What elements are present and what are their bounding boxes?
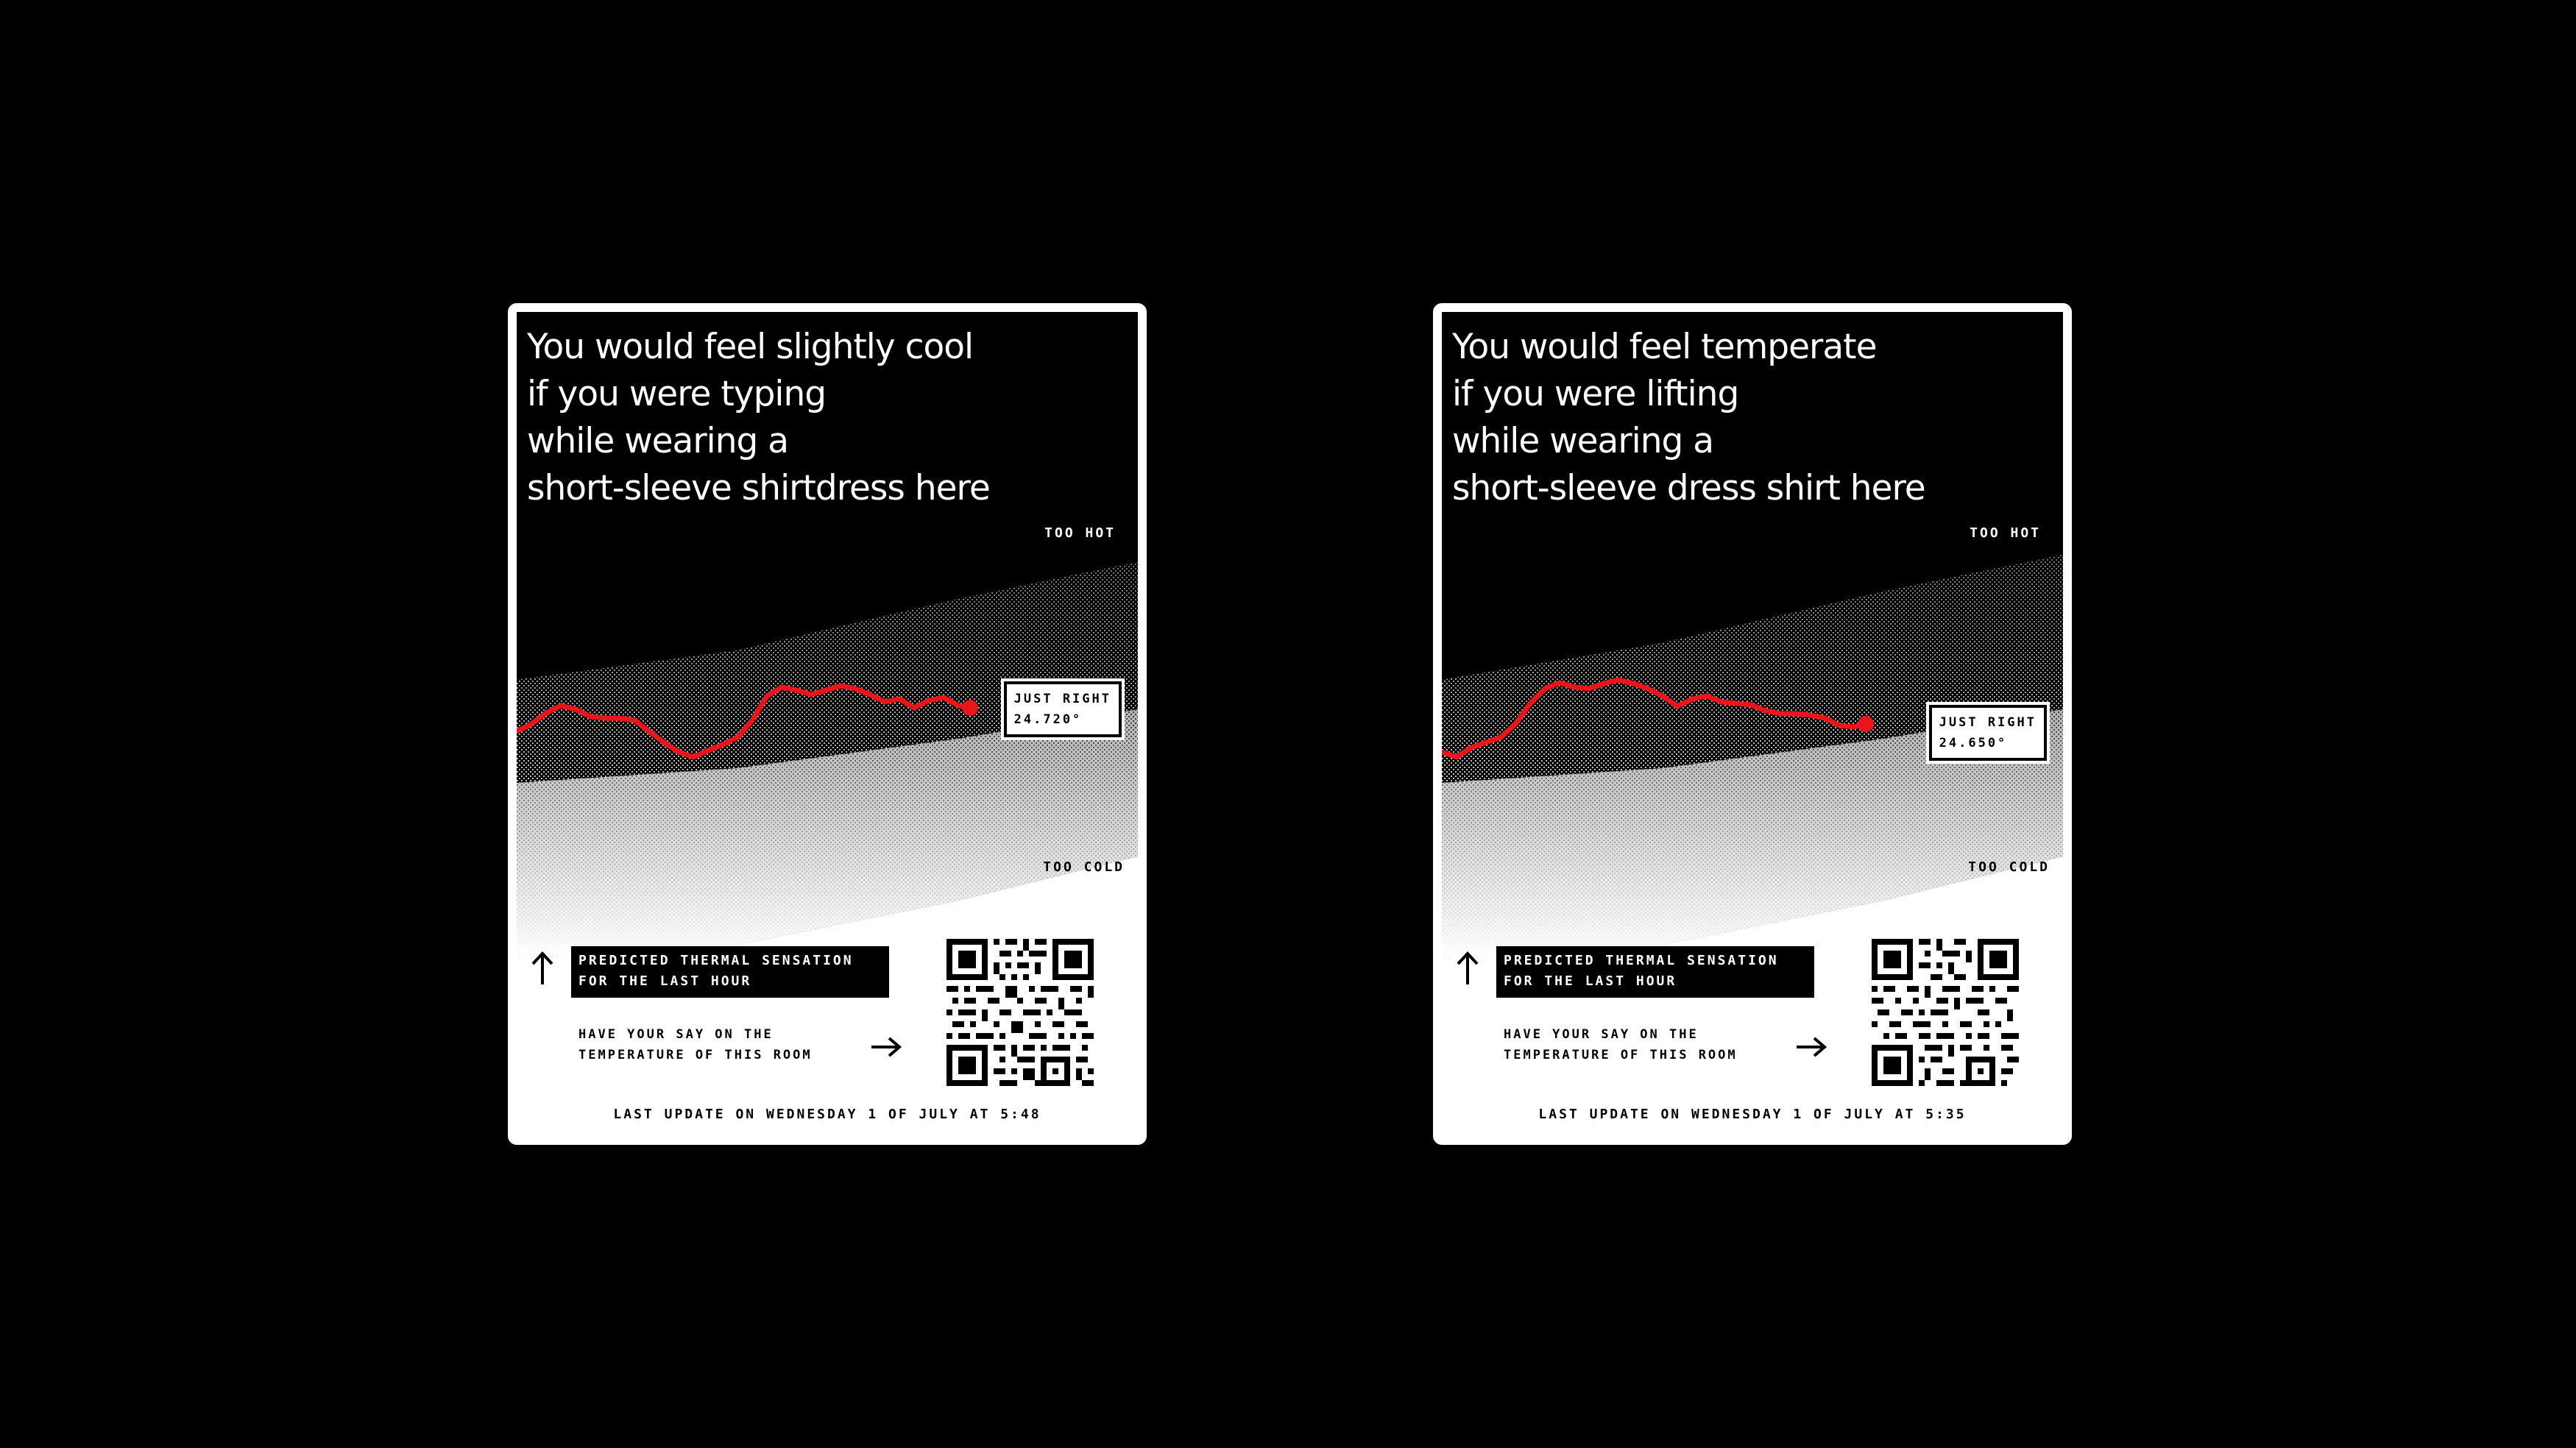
predicted-sensation-caption: PREDICTED THERMAL SENSATION FOR THE LAST… xyxy=(571,946,889,998)
arrow-up-icon xyxy=(1457,951,1479,984)
badge-label: JUST RIGHT xyxy=(1013,692,1111,706)
headline: You would feel slightly cool if you were… xyxy=(527,327,991,508)
thermal-sensation-chart xyxy=(517,312,1138,959)
badge-value: 24.720° xyxy=(1013,712,1083,727)
thermal-trend-line xyxy=(517,683,970,760)
last-update-footer: LAST UPDATE ON WEDNESDAY 1 OF JULY AT 5:… xyxy=(613,1107,1041,1122)
thermal-sensation-chart xyxy=(1442,312,2063,959)
last-update-footer: LAST UPDATE ON WEDNESDAY 1 OF JULY AT 5:… xyxy=(1538,1107,1967,1122)
headline: You would feel temperate if you were lif… xyxy=(1452,327,1926,508)
too-cold-label: TOO COLD xyxy=(1968,859,2050,875)
thermal-trend-line xyxy=(1442,677,1866,760)
current-reading-dot xyxy=(962,700,978,716)
too-cold-label: TOO COLD xyxy=(1043,859,1125,875)
thermal-display-right: You would feel temperate if you were lif… xyxy=(1433,303,2072,1145)
qr-code-icon[interactable] xyxy=(946,939,1094,1086)
current-reading-badge: JUST RIGHT 24.650° xyxy=(1928,705,2047,761)
arrow-right-icon xyxy=(871,1037,902,1057)
too-hot-label: TOO HOT xyxy=(1970,525,2041,541)
have-your-say-prompt: HAVE YOUR SAY ON THE TEMPERATURE OF THIS… xyxy=(578,1027,813,1062)
predicted-sensation-caption: PREDICTED THERMAL SENSATION FOR THE LAST… xyxy=(1496,946,1814,998)
too-hot-label: TOO HOT xyxy=(1044,525,1116,541)
current-reading-dot xyxy=(1858,716,1874,732)
display-panel: You would feel temperate if you were lif… xyxy=(1442,312,2063,1136)
display-panel: You would feel slightly cool if you were… xyxy=(517,312,1138,1136)
current-reading-badge: JUST RIGHT 24.720° xyxy=(1003,681,1122,737)
arrow-up-icon xyxy=(531,951,553,984)
qr-code-icon[interactable] xyxy=(1872,939,2019,1086)
arrow-right-icon xyxy=(1797,1037,1827,1057)
have-your-say-prompt: HAVE YOUR SAY ON THE TEMPERATURE OF THIS… xyxy=(1504,1027,1738,1062)
thermal-display-left: You would feel slightly cool if you were… xyxy=(508,303,1147,1145)
badge-value: 24.650° xyxy=(1939,736,2008,750)
badge-label: JUST RIGHT xyxy=(1939,715,2037,730)
